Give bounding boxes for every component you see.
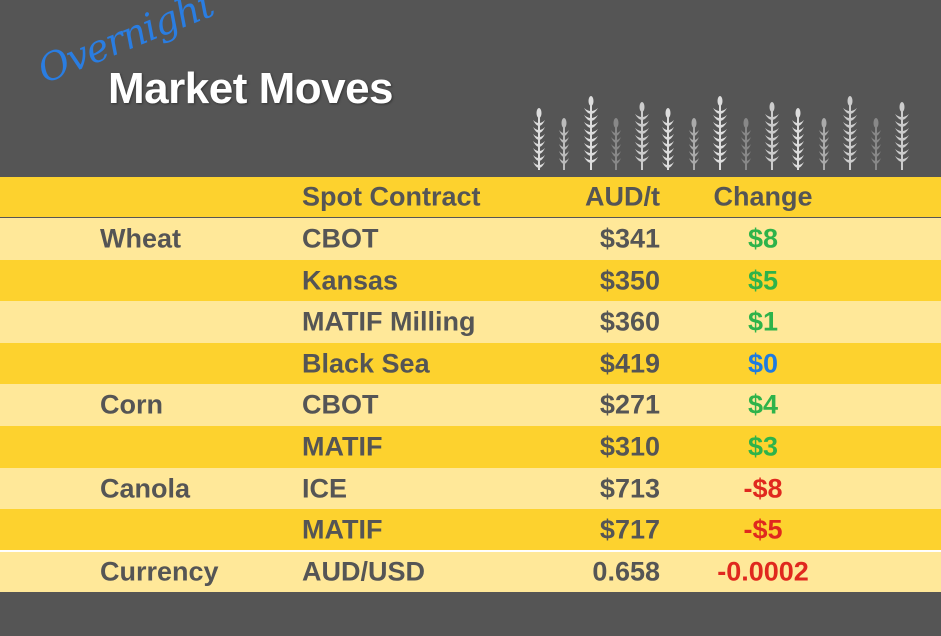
- contract-label: Kansas: [302, 265, 399, 295]
- contract-label: CBOT: [302, 389, 379, 420]
- wheat-stalk-icon: [635, 102, 649, 170]
- table-row: Corn CBOT $271 $4: [0, 384, 941, 426]
- contract-label: MATIF: [302, 514, 383, 544]
- table-row: MATIF Milling $360 $1: [0, 301, 941, 343]
- wheat-stalk-icon: [689, 118, 699, 170]
- contract-label: MATIF Milling: [302, 306, 476, 337]
- price-value: 0.658: [592, 556, 660, 587]
- wheat-stalk-icon: [662, 108, 674, 170]
- table-row: Currency AUD/USD 0.658 -0.0002: [0, 552, 941, 592]
- change-value: $3: [747, 431, 779, 462]
- table-header-row: Spot Contract AUD/t Change: [0, 177, 941, 217]
- wheat-stalk-icon: [765, 102, 779, 170]
- wheat-stalk-icon: [819, 118, 829, 170]
- wheat-stalk-icon: [895, 102, 909, 170]
- price-value: $350: [599, 265, 660, 295]
- header-banner: Overnight Market Moves: [0, 0, 941, 175]
- contract-label: Black Sea: [302, 348, 430, 378]
- change-value: $4: [747, 389, 779, 420]
- page-title: Market Moves: [108, 64, 394, 113]
- wheat-stalk-icon: [559, 118, 569, 170]
- wheat-stalk-icon: [713, 96, 727, 170]
- wheat-stalk-icon: [843, 96, 857, 170]
- change-value: -$8: [743, 473, 783, 503]
- table-row: Black Sea $419 $0: [0, 343, 941, 384]
- contract-label: CBOT: [302, 223, 379, 254]
- price-value: $271: [599, 389, 660, 420]
- wheat-stalk-icon: [741, 118, 751, 170]
- commodity-label: Corn: [100, 389, 163, 420]
- commodity-label: Canola: [100, 473, 191, 503]
- contract-label: AUD/USD: [302, 556, 426, 587]
- wheat-stalk-icon: [611, 118, 621, 170]
- change-value: $0: [747, 348, 779, 378]
- contract-label: ICE: [302, 473, 348, 503]
- change-value: $1: [747, 306, 779, 337]
- column-header-contract: Spot Contract: [302, 181, 481, 212]
- divider: [0, 550, 941, 552]
- price-value: $717: [599, 514, 660, 544]
- table-row: Wheat CBOT $341 $8: [0, 218, 941, 260]
- table-row: Kansas $350 $5: [0, 260, 941, 301]
- table-row: MATIF $310 $3: [0, 426, 941, 468]
- table-row: Canola ICE $713 -$8: [0, 468, 941, 509]
- wheat-stalk-icon: [533, 108, 545, 170]
- wheat-stalk-icon: [792, 108, 804, 170]
- price-value: $360: [599, 306, 660, 337]
- contract-label: MATIF: [302, 431, 383, 462]
- commodity-label: Currency: [100, 556, 219, 587]
- wheat-stalk-icon: [871, 118, 881, 170]
- commodity-label: Wheat: [100, 223, 181, 254]
- price-value: $419: [599, 348, 660, 378]
- price-value: $341: [599, 223, 660, 254]
- table-row: MATIF $717 -$5: [0, 509, 941, 550]
- price-value: $310: [599, 431, 660, 462]
- change-value: $8: [747, 223, 779, 254]
- wheat-stalk-icon: [584, 96, 598, 170]
- wheat-stalks-icon: [533, 96, 909, 170]
- column-header-price: AUD/t: [585, 181, 660, 212]
- column-header-change: Change: [713, 181, 813, 212]
- change-value: -$5: [743, 514, 783, 544]
- change-value: $5: [747, 265, 779, 295]
- price-value: $713: [599, 473, 660, 503]
- change-value: -0.0002: [717, 556, 809, 587]
